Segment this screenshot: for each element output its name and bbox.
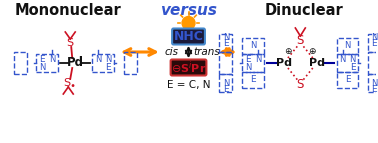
- Text: $\bullet$: $\bullet$: [69, 79, 76, 89]
- Text: N: N: [39, 62, 46, 72]
- Text: N: N: [349, 54, 356, 63]
- FancyBboxPatch shape: [170, 59, 206, 76]
- FancyBboxPatch shape: [172, 28, 205, 44]
- Text: S: S: [297, 34, 304, 47]
- Text: N: N: [105, 54, 111, 63]
- Text: E: E: [40, 54, 45, 63]
- Text: Mononuclear: Mononuclear: [15, 3, 122, 18]
- Text: E: E: [372, 85, 377, 94]
- Text: cis: cis: [165, 47, 179, 57]
- Text: S: S: [67, 38, 74, 48]
- Text: N: N: [223, 32, 229, 41]
- Text: trans: trans: [193, 47, 220, 57]
- Text: Pd: Pd: [309, 58, 325, 68]
- Circle shape: [182, 16, 195, 29]
- Text: versus: versus: [160, 3, 217, 18]
- Text: N: N: [250, 41, 256, 50]
- Text: N: N: [371, 79, 378, 88]
- Text: Pd: Pd: [67, 56, 84, 69]
- Text: N: N: [49, 54, 56, 63]
- Text: N: N: [245, 62, 251, 72]
- Text: E: E: [345, 76, 350, 85]
- Text: N: N: [255, 54, 261, 63]
- Text: S: S: [64, 78, 71, 88]
- Text: E = C, N: E = C, N: [167, 80, 210, 90]
- Text: N: N: [339, 54, 346, 63]
- Text: Pd: Pd: [276, 58, 292, 68]
- Text: E: E: [372, 38, 377, 47]
- Text: $\ominus$S$^{i}$Pr: $\ominus$S$^{i}$Pr: [171, 59, 206, 76]
- Text: E: E: [223, 85, 229, 94]
- Text: E: E: [250, 76, 256, 85]
- Text: $\oplus$: $\oplus$: [308, 46, 317, 56]
- Text: $\oplus$: $\oplus$: [284, 46, 292, 56]
- Text: E: E: [350, 62, 355, 72]
- Text: E: E: [223, 38, 229, 47]
- Text: N: N: [223, 79, 229, 88]
- Text: E: E: [105, 62, 111, 72]
- Text: N: N: [371, 32, 378, 41]
- Text: N: N: [344, 41, 351, 50]
- Text: S: S: [297, 79, 304, 92]
- Text: E: E: [245, 54, 251, 63]
- Text: Dinuclear: Dinuclear: [265, 3, 343, 18]
- Text: N: N: [95, 54, 101, 63]
- Text: NHC: NHC: [174, 30, 203, 43]
